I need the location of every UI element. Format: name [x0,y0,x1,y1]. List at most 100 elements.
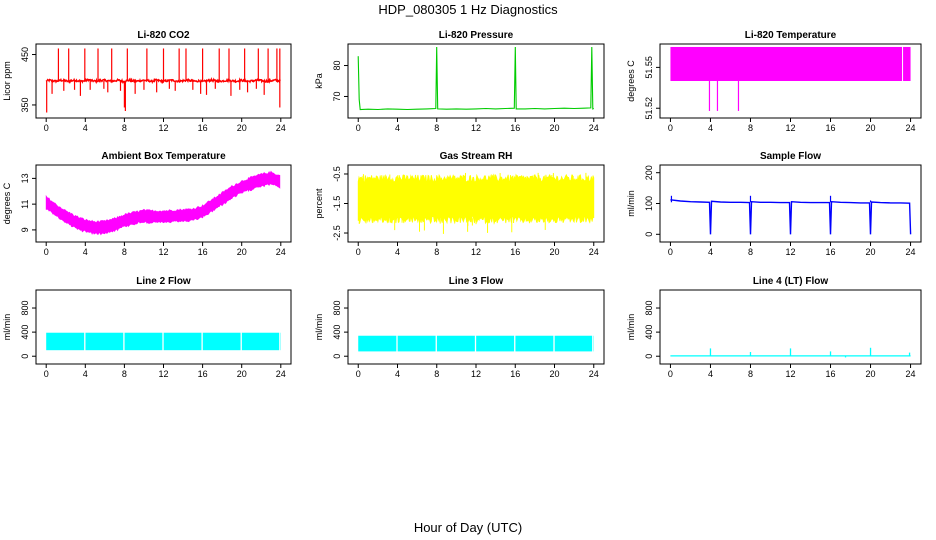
x-tick-label: 16 [826,247,836,257]
panel-title: Sample Flow [760,151,821,162]
y-tick-label: 51.52 [644,97,654,120]
y-axis-label: ml/min [626,314,636,341]
x-tick-label: 0 [44,123,49,133]
x-tick-label: 0 [44,369,49,379]
x-tick-label: 4 [395,123,400,133]
x-tick-label: 24 [906,369,916,379]
y-tick-label: 80 [332,61,342,71]
plot-area [670,195,912,235]
y-tick-label: 51.55 [644,56,654,79]
x-tick-label: 0 [356,247,361,257]
panel-title: Li-820 Pressure [439,30,514,41]
x-tick-label: 4 [708,123,713,133]
y-tick-label: -2.5 [332,225,342,241]
x-tick-label: 12 [785,369,795,379]
panel-8: Line 4 (LT) Flow ml/min 0 4 8 12 16 20 24 0 400 800 [626,276,922,379]
y-tick-label: 800 [644,301,654,316]
panel-5: Sample Flow ml/min 0 4 8 12 16 20 24 0 100 200 [626,151,922,257]
y-tick-label: 0 [20,354,30,359]
x-tick-label: 4 [395,247,400,257]
panel-3: Ambient Box Temperature degrees C 0 4 8 12 16 2… [2,151,292,257]
y-axis-label: ml/min [626,190,636,217]
x-tick-label: 24 [589,123,599,133]
x-tick-label: 4 [395,369,400,379]
x-tick-label: 20 [237,247,247,257]
x-tick-label: 0 [668,369,673,379]
panel-2: Li-820 Temperature degrees C 0 4 8 12 16 20 24 51… [626,30,922,133]
x-tick-label: 8 [122,369,127,379]
panel-frame [347,289,605,365]
x-tick-label: 24 [276,247,286,257]
x-tick-label: 0 [356,369,361,379]
x-tick-label: 0 [356,123,361,133]
x-tick-label: 20 [549,247,559,257]
panel-frame [35,289,292,365]
x-tick-label: 8 [748,123,753,133]
plot-area [357,172,595,234]
x-tick-label: 12 [471,369,481,379]
y-tick-label: 350 [20,97,30,112]
x-tick-label: 20 [237,123,247,133]
x-tick-label: 24 [906,123,916,133]
x-tick-label: 8 [434,369,439,379]
x-tick-label: 16 [510,369,520,379]
panel-title: Ambient Box Temperature [101,151,226,162]
x-tick-label: 12 [158,123,168,133]
x-tick-label: 12 [471,247,481,257]
y-tick-label: 0 [644,354,654,359]
y-tick-label: 100 [644,196,654,211]
ambient-temp-series [45,170,281,236]
y-tick-label: 70 [332,91,342,101]
y-tick-label: -1.5 [332,196,342,212]
x-tick-label: 4 [83,123,88,133]
y-tick-label: 11 [20,199,30,208]
x-tick-label: 12 [158,247,168,257]
x-tick-label: 20 [866,123,876,133]
x-tick-label: 8 [748,369,753,379]
x-tick-label: 8 [434,247,439,257]
x-tick-label: 12 [158,369,168,379]
panel-title: Li-820 Temperature [745,30,837,41]
x-tick-label: 16 [198,369,208,379]
x-tick-label: 8 [122,123,127,133]
x-tick-label: 8 [748,247,753,257]
temperature-band [670,46,911,81]
panel-title: Line 4 (LT) Flow [753,276,829,287]
x-tick-label: 20 [237,369,247,379]
plot-area [670,46,911,111]
x-tick-label: 20 [866,247,876,257]
panel-0: Li-820 CO2 Licor ppm 0 4 8 12 16 20 24 350 450 [2,30,292,133]
x-tick-label: 24 [589,247,599,257]
y-tick-label: 800 [20,301,30,316]
x-tick-label: 24 [906,247,916,257]
y-tick-label: 0 [644,232,654,237]
panel-4: Gas Stream RH percent 0 4 8 12 16 20 24 -2.5 -1.5 -… [314,151,605,257]
y-tick-label: 400 [20,325,30,340]
y-axis-label: percent [314,188,324,219]
x-tick-label: 16 [510,123,520,133]
x-tick-label: 12 [785,247,795,257]
y-tick-label: 200 [644,165,654,180]
figure-xlabel: Hour of Day (UTC) [414,520,522,535]
x-tick-label: 4 [708,369,713,379]
x-tick-label: 16 [826,369,836,379]
y-tick-label: -0.5 [332,166,342,182]
y-axis-label: degrees C [626,60,636,102]
x-tick-label: 4 [83,369,88,379]
y-axis-label: kPa [314,73,324,89]
x-tick-label: 16 [198,247,208,257]
y-tick-label: 400 [644,325,654,340]
panel-6: Line 2 Flow ml/min 0 4 8 12 16 20 24 0 400 800 [2,276,292,379]
x-tick-label: 12 [785,123,795,133]
x-tick-label: 0 [668,247,673,257]
y-tick-label: 400 [332,325,342,340]
x-tick-label: 12 [471,123,481,133]
figure-title: HDP_080305 1 Hz Diagnostics [378,2,558,17]
x-tick-label: 4 [708,247,713,257]
y-tick-label: 0 [332,354,342,359]
x-tick-label: 20 [549,123,559,133]
x-tick-label: 8 [122,247,127,257]
panel-title: Gas Stream RH [440,151,513,162]
pressure-series-line [357,46,595,111]
